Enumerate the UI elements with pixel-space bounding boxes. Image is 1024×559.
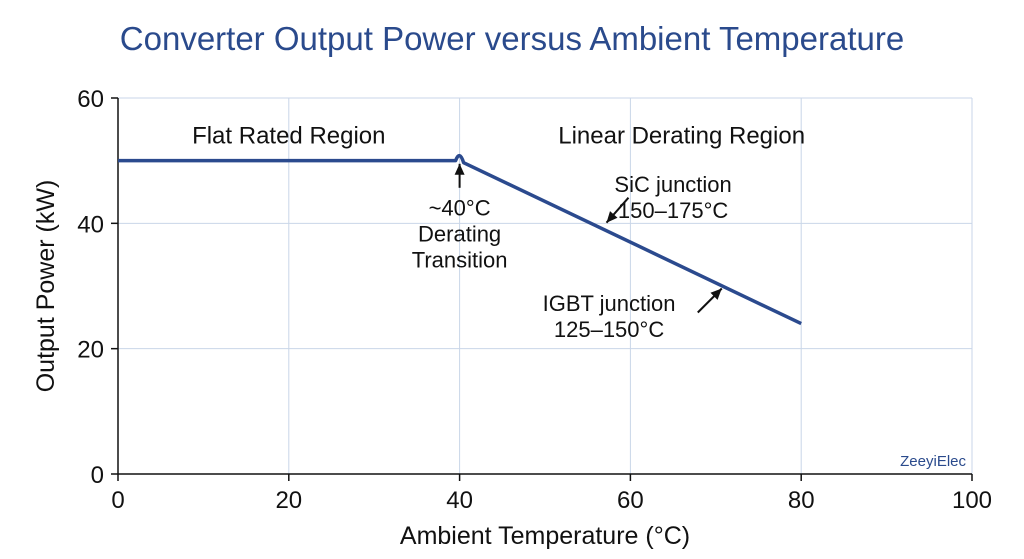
annotation-text: Derating [418, 222, 501, 247]
x-tick-label: 100 [952, 487, 992, 514]
y-axis-label: Output Power (kW) [32, 180, 60, 393]
arrowhead-icon [454, 163, 465, 175]
annotation-text: SiC junction [614, 172, 731, 197]
y-tick-label: 60 [77, 86, 104, 113]
annotation-text: ~40°C [429, 196, 491, 221]
x-tick-label: 80 [788, 487, 815, 514]
watermark: ZeeyiElec [900, 453, 966, 470]
chart-title: Converter Output Power versus Ambient Te… [120, 20, 904, 57]
x-axis-label: Ambient Temperature (°C) [400, 522, 690, 550]
arrowhead-icon [710, 288, 722, 300]
y-ticks: 0 20 40 60 [77, 86, 118, 489]
x-tick-label: 0 [111, 487, 124, 514]
annotation-text: 125–150°C [554, 317, 664, 342]
arrowhead-icon [606, 211, 618, 223]
y-tick-label: 0 [91, 462, 104, 489]
x-tick-label: 60 [617, 487, 644, 514]
series [118, 153, 802, 326]
grid [118, 97, 973, 474]
region-label: Linear Derating Region [558, 123, 805, 150]
y-tick-label: 40 [77, 211, 104, 238]
x-ticks: 0 20 40 60 80 100 [111, 474, 992, 514]
annotation-text: IGBT junction [543, 291, 676, 316]
annotation-text: Transition [412, 248, 508, 273]
annotation-text: 150–175°C [618, 198, 728, 223]
region-labels: Flat Rated Region Linear Derating Region [192, 123, 805, 150]
x-tick-label: 40 [446, 487, 473, 514]
x-tick-label: 20 [275, 487, 302, 514]
region-label: Flat Rated Region [192, 123, 385, 150]
y-tick-label: 20 [77, 337, 104, 364]
series-line [118, 153, 802, 326]
